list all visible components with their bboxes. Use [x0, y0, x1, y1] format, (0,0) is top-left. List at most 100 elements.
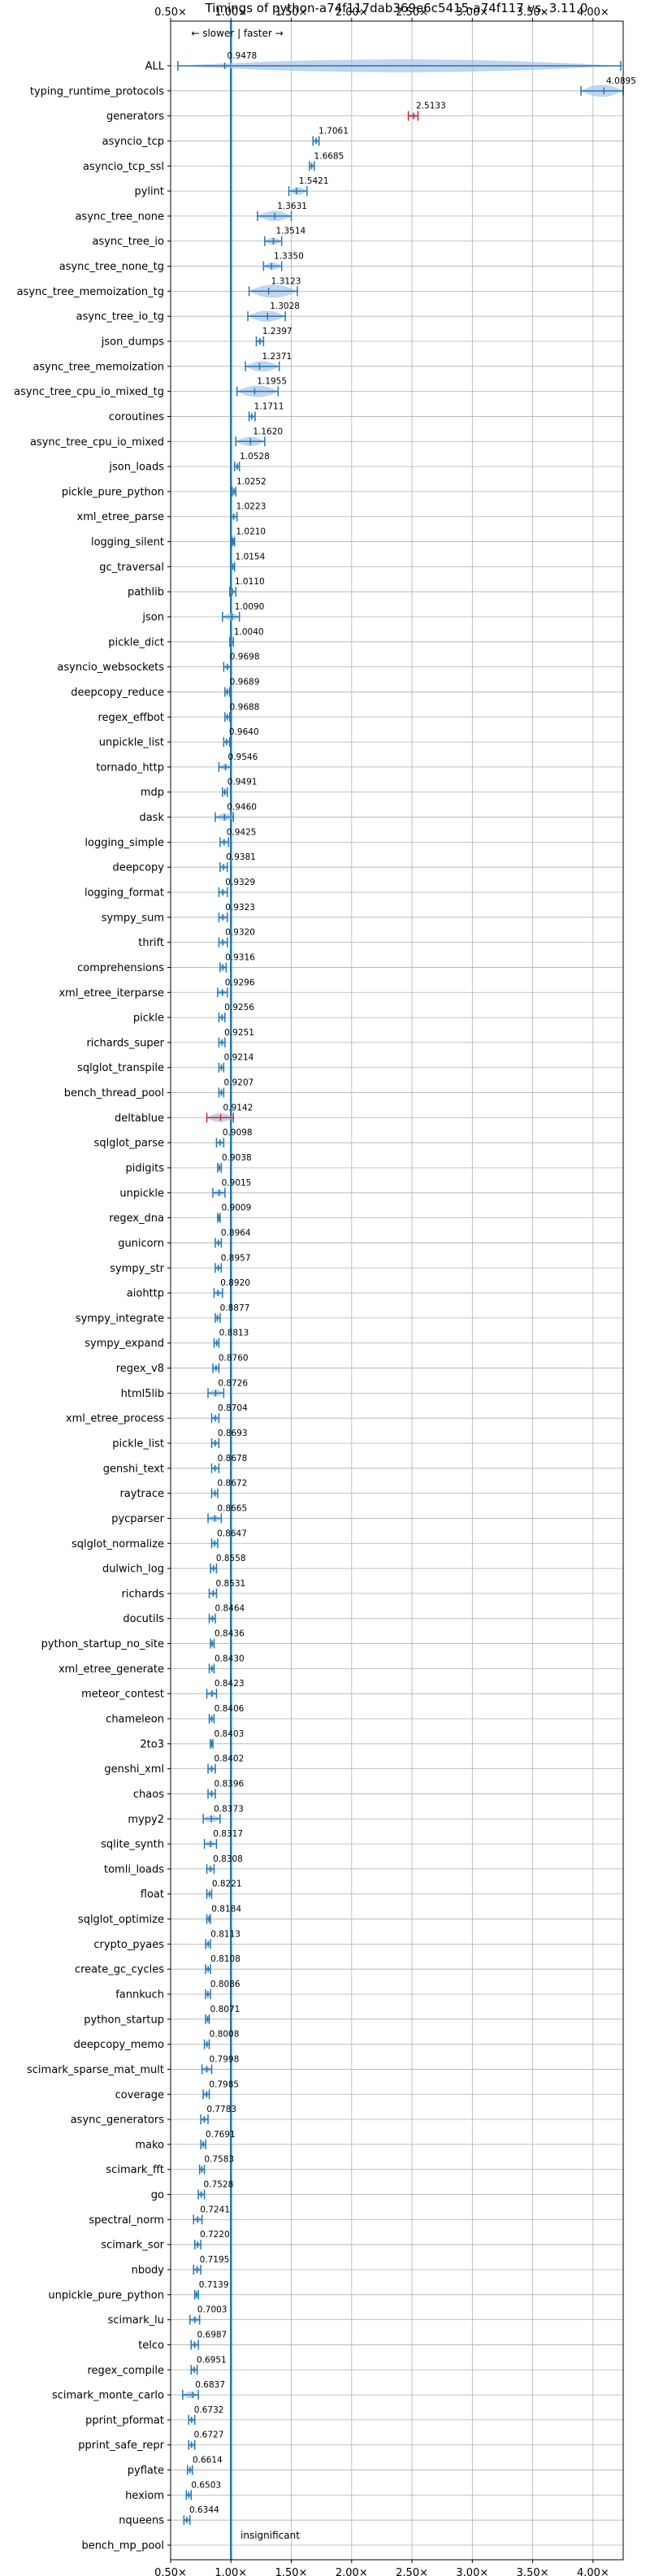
- value-label: 0.8423: [214, 1679, 245, 1689]
- value-label: 0.9009: [222, 1203, 252, 1213]
- value-label: 0.9688: [230, 702, 260, 712]
- value-label: 1.0528: [240, 452, 270, 462]
- category-label: gc_traversal: [99, 562, 164, 574]
- category-label: typing_runtime_protocols: [30, 85, 164, 98]
- value-label: 0.8665: [217, 1503, 247, 1513]
- value-label: 0.8558: [216, 1554, 246, 1563]
- value-label: 0.9251: [224, 1028, 254, 1038]
- category-label: sqlite_synth: [101, 1839, 164, 1851]
- category-label: logging_simple: [84, 837, 164, 849]
- category-label: tomli_loads: [104, 1863, 164, 1876]
- value-label: 0.8402: [214, 1754, 245, 1764]
- x-tick-label-top: 2.50×: [396, 7, 428, 19]
- x-tick-label-bottom: 1.00×: [214, 2567, 247, 2576]
- value-label: 0.8430: [214, 1654, 245, 1663]
- category-label: pickle: [133, 1013, 164, 1025]
- x-ticks-top: 0.50× 1.00× 1.50× 2.00× 2.50× 3.00× 3.50× 4.00×: [154, 7, 609, 21]
- x-tick-label-bottom: 4.00×: [577, 2567, 609, 2576]
- category-label: fannkuch: [115, 1989, 164, 2001]
- value-label: 1.6685: [314, 151, 344, 161]
- value-label: 0.6727: [194, 2431, 224, 2440]
- category-label: async_tree_io: [92, 236, 164, 248]
- value-label: 0.8693: [218, 1429, 248, 1438]
- value-label: 0.8647: [217, 1529, 247, 1538]
- x-tick-label-bottom: 0.50×: [154, 2567, 187, 2576]
- category-label: unpickle_pure_python: [48, 2289, 164, 2301]
- category-label: html5lib: [121, 1388, 164, 1400]
- category-label: deepcopy_reduce: [71, 687, 164, 699]
- category-label: ALL: [145, 61, 165, 73]
- category-label: async_tree_io_tg: [76, 311, 164, 323]
- category-label: async_tree_memoization: [32, 361, 164, 373]
- value-label: 0.8086: [210, 1980, 240, 1989]
- value-label: 0.7985: [209, 2079, 239, 2089]
- category-label: sympy_str: [110, 1263, 164, 1275]
- value-label: 0.9329: [225, 878, 255, 887]
- value-label: 0.8813: [219, 1329, 249, 1338]
- category-label: async_tree_cpu_io_mixed_tg: [14, 386, 164, 398]
- value-label: 0.8308: [213, 1854, 243, 1864]
- value-label: 0.8396: [214, 1779, 244, 1789]
- chart-title: Timings of python-a74f117dab369e6c5415-a…: [205, 1, 588, 15]
- x-tick-label-top: 2.00×: [336, 7, 368, 19]
- value-label: 0.9296: [225, 978, 255, 987]
- value-label: 0.8920: [220, 1278, 250, 1288]
- category-label: async_tree_cpu_io_mixed: [30, 436, 164, 449]
- category-label: thrift: [138, 937, 164, 949]
- category-label: mdp: [141, 787, 164, 799]
- value-label: 0.9098: [223, 1128, 253, 1138]
- value-label: 0.7241: [200, 2205, 230, 2214]
- category-label: asyncio_websockets: [57, 661, 164, 674]
- category-label: json_loads: [108, 462, 164, 474]
- direction-note: ← slower | faster →: [191, 28, 283, 39]
- value-label: 0.6614: [193, 2456, 223, 2465]
- value-label: 0.7583: [204, 2155, 234, 2165]
- x-tick-label-top: 3.50×: [517, 7, 549, 19]
- category-label: regex_compile: [87, 2365, 164, 2377]
- value-label: 0.8403: [214, 1729, 245, 1739]
- category-label: 2to3: [140, 1738, 164, 1750]
- value-label: 0.9323: [225, 903, 255, 913]
- chart-marks: 0.9478 4.0895 2.5133 1.7061 1.6685 1.5421 1.36…: [177, 21, 636, 2560]
- plot-frame: [170, 20, 624, 2561]
- value-label: 0.9214: [224, 1053, 254, 1063]
- value-label: 1.1955: [257, 377, 287, 387]
- value-label: 0.8113: [210, 1929, 240, 1939]
- value-label: 0.8436: [214, 1629, 245, 1639]
- value-label: 1.3350: [274, 252, 304, 262]
- value-label: 0.9478: [228, 51, 258, 61]
- category-label: xml_etree_process: [66, 1413, 164, 1425]
- value-label: 0.6503: [191, 2480, 221, 2490]
- category-label: create_gc_cycles: [75, 1964, 164, 1976]
- value-label: 1.0040: [234, 627, 264, 637]
- value-label: 0.9640: [229, 727, 259, 737]
- value-label: 1.3514: [275, 227, 306, 236]
- value-label: 2.5133: [416, 102, 446, 111]
- value-label: 0.6951: [197, 2355, 227, 2365]
- category-label: unpickle: [119, 1187, 164, 1199]
- x-tick-label-top: 1.50×: [275, 7, 308, 19]
- value-label: 1.3631: [277, 202, 307, 211]
- category-label: aiohttp: [127, 1288, 164, 1300]
- value-label: 0.8877: [220, 1303, 250, 1313]
- value-label: 1.0110: [235, 577, 265, 587]
- value-label: 0.8760: [219, 1354, 249, 1364]
- value-label: 0.7691: [206, 2130, 236, 2140]
- category-label: sympy_integrate: [76, 1312, 164, 1325]
- value-label: 0.8317: [213, 1829, 243, 1839]
- x-tick-label-bottom: 2.00×: [336, 2567, 368, 2576]
- category-label: sqlglot_transpile: [77, 1062, 164, 1074]
- category-label: tornado_http: [96, 761, 164, 774]
- value-label: 0.9320: [225, 928, 255, 938]
- category-label: logging_silent: [91, 536, 164, 549]
- category-label: xml_etree_generate: [58, 1663, 164, 1676]
- category-label: async_tree_none: [76, 210, 164, 223]
- category-label: python_startup: [84, 2014, 164, 2026]
- category-label: pathlib: [128, 587, 164, 599]
- category-label: xml_etree_iterparse: [58, 987, 164, 1000]
- category-label: scimark_sor: [101, 2240, 164, 2252]
- value-label: 0.8964: [221, 1228, 251, 1238]
- value-label: 0.8678: [218, 1454, 248, 1464]
